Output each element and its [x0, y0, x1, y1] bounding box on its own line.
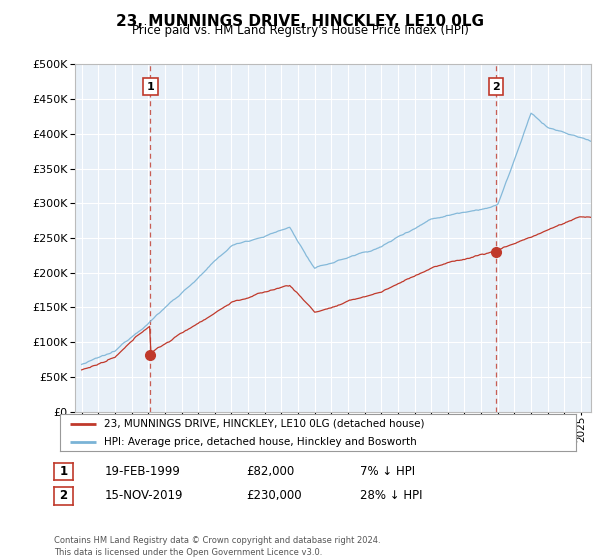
Text: HPI: Average price, detached house, Hinckley and Bosworth: HPI: Average price, detached house, Hinc… [104, 437, 416, 447]
Text: 28% ↓ HPI: 28% ↓ HPI [360, 489, 422, 502]
Text: Price paid vs. HM Land Registry's House Price Index (HPI): Price paid vs. HM Land Registry's House … [131, 24, 469, 36]
Text: 2: 2 [59, 489, 68, 502]
Text: 7% ↓ HPI: 7% ↓ HPI [360, 465, 415, 478]
Text: Contains HM Land Registry data © Crown copyright and database right 2024.
This d: Contains HM Land Registry data © Crown c… [54, 536, 380, 557]
Text: 19-FEB-1999: 19-FEB-1999 [105, 465, 181, 478]
Text: £230,000: £230,000 [246, 489, 302, 502]
Text: £82,000: £82,000 [246, 465, 294, 478]
Text: 2: 2 [492, 82, 500, 92]
Text: 1: 1 [59, 465, 68, 478]
Text: 15-NOV-2019: 15-NOV-2019 [105, 489, 184, 502]
Text: 1: 1 [146, 82, 154, 92]
Text: 23, MUNNINGS DRIVE, HINCKLEY, LE10 0LG: 23, MUNNINGS DRIVE, HINCKLEY, LE10 0LG [116, 14, 484, 29]
Text: 23, MUNNINGS DRIVE, HINCKLEY, LE10 0LG (detached house): 23, MUNNINGS DRIVE, HINCKLEY, LE10 0LG (… [104, 418, 424, 428]
